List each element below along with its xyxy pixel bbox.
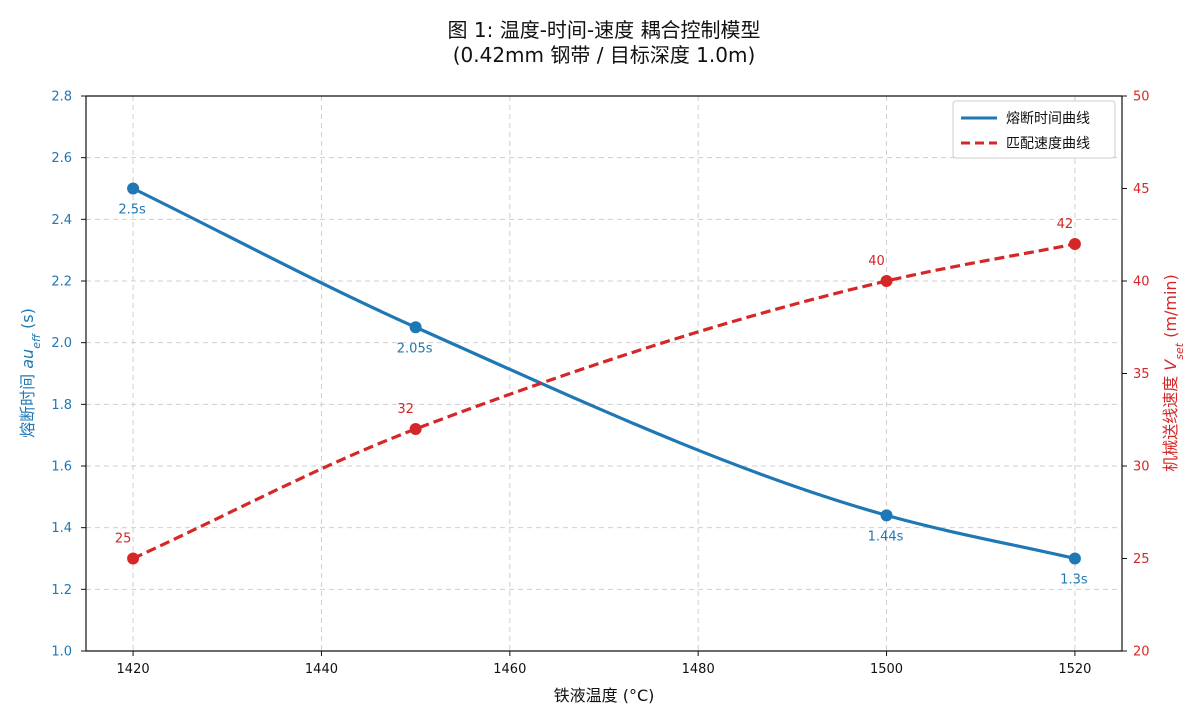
series-point-0	[409, 321, 422, 334]
legend-label-speed: 匹配速度曲线	[1006, 136, 1090, 152]
y-left-tick-label: 2.8	[51, 90, 72, 105]
y-left-tick-label: 1.0	[51, 645, 72, 660]
series-point-1	[409, 423, 422, 435]
y-left-tick-label: 2.6	[51, 151, 72, 166]
y-left-tick-label: 1.4	[51, 521, 72, 536]
tick-layer: 1420 1440 1460 1480 1500 1520 1.0 1.2 1.4 1.6 1.8 2…	[51, 90, 1149, 678]
x-tick-label: 1520	[1058, 662, 1091, 677]
y-axis-label-right: 机械送线速度 Vset (m/min)	[1161, 274, 1186, 472]
series-point-1	[880, 275, 893, 287]
y-right-tick-label: 50	[1133, 90, 1150, 105]
y-left-tick-label: 1.6	[51, 460, 72, 475]
y-right-tick-label: 35	[1133, 367, 1150, 382]
y-right-tick-label: 45	[1133, 182, 1150, 197]
axes-layer	[85, 95, 1123, 652]
x-tick-label: 1440	[305, 662, 338, 677]
x-axis-label: 铁液温度 (°C)	[554, 686, 655, 705]
y-right-tick-label: 30	[1133, 460, 1150, 475]
data-label-1: 40	[868, 254, 885, 269]
chart-title-line1: 图 1: 温度-时间-速度 耦合控制模型	[448, 18, 761, 42]
series-point-0	[1068, 552, 1081, 565]
x-tick-label: 1500	[870, 662, 903, 677]
data-label-1: 25	[115, 532, 132, 547]
series-line-0	[131, 186, 1077, 561]
label-layer: 2.5s 2.05s 1.44s 1.3s 25 32 40 42	[115, 203, 1088, 588]
y-right-tick-label: 20	[1133, 645, 1150, 660]
series-point-1	[127, 552, 140, 565]
y-left-tick-label: 2.4	[51, 213, 72, 228]
series-point-1	[1068, 238, 1081, 250]
y-axis-label-left: 熔断时间 aueff (s)	[18, 308, 43, 438]
data-label-1: 32	[397, 402, 414, 417]
y-right-tick-label: 40	[1133, 275, 1150, 290]
curve-layer	[131, 186, 1077, 561]
legend: 熔断时间曲线 匹配速度曲线	[952, 100, 1116, 159]
series-point-0	[880, 509, 893, 522]
marker-layer	[127, 182, 1081, 565]
x-tick-label: 1420	[117, 662, 150, 677]
y-left-tick-label: 1.8	[51, 398, 72, 413]
x-tick-label: 1460	[493, 662, 526, 677]
legend-label-temp: 熔断时间曲线	[1006, 111, 1090, 127]
data-label-0: 1.44s	[868, 529, 904, 544]
y-left-tick-label: 1.2	[51, 583, 72, 598]
data-label-0: 1.3s	[1060, 573, 1088, 588]
grid-layer	[86, 95, 1122, 652]
y-left-tick-label: 2.2	[51, 275, 72, 290]
x-tick-label: 1480	[682, 662, 715, 677]
data-label-0: 2.05s	[397, 341, 433, 356]
y-left-tick-label: 2.0	[51, 336, 72, 351]
series-point-0	[127, 182, 140, 195]
data-label-0: 2.5s	[118, 203, 146, 218]
y-right-tick-label: 25	[1133, 552, 1150, 567]
data-label-1: 42	[1057, 217, 1074, 232]
chart-title-line2: (0.42mm 钢带 / 目标深度 1.0m)	[453, 43, 756, 67]
series-line-1	[132, 242, 1076, 560]
